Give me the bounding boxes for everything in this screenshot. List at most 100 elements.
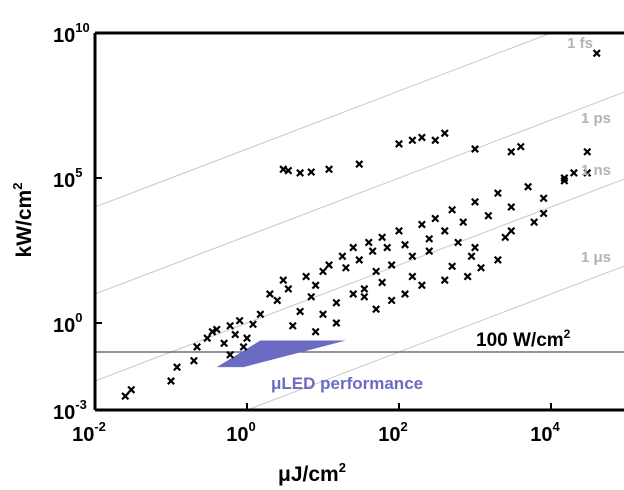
data-point	[539, 209, 548, 218]
data-point	[569, 168, 578, 177]
led-region-label: μLED performance	[271, 374, 423, 393]
data-point	[395, 226, 403, 235]
data-point	[387, 261, 396, 269]
data-point	[341, 263, 350, 272]
pulse-line	[95, 91, 624, 295]
data-point	[249, 320, 257, 329]
data-point	[431, 214, 440, 223]
x-axis-label-sup: 2	[339, 460, 346, 475]
x-tick-label: 104	[530, 419, 560, 446]
data-point	[401, 240, 409, 249]
x-tick-label: 100	[226, 419, 255, 446]
data-point	[243, 334, 251, 343]
data-point	[284, 284, 293, 293]
pulse-line-label: 1 ns	[581, 162, 611, 179]
data-point	[372, 305, 381, 314]
data-point	[203, 334, 212, 343]
data-point	[592, 49, 601, 58]
data-point	[417, 133, 426, 142]
data-point	[459, 218, 468, 227]
x-tick-base: 10	[226, 424, 248, 446]
reference-line-label-sup: 2	[564, 327, 571, 341]
y-tick-base: 10	[53, 170, 75, 192]
pulse-line-label: 1 fs	[567, 35, 593, 52]
y-tick-label: 10-3	[53, 397, 87, 424]
data-point	[307, 168, 316, 177]
y-axis-label-sup: 2	[10, 183, 25, 190]
data-point	[231, 330, 240, 339]
data-point	[226, 321, 235, 330]
data-point	[296, 307, 305, 316]
y-axis-label-text: kW/cm	[13, 190, 36, 258]
data-point	[383, 243, 392, 252]
data-point	[208, 327, 217, 336]
x-tick-base: 10	[530, 424, 552, 446]
data-point	[425, 234, 434, 243]
data-point	[355, 255, 364, 264]
data-point	[311, 281, 320, 290]
data-point	[302, 272, 311, 281]
data-point	[516, 142, 525, 151]
data-point	[296, 168, 305, 177]
y-tick-label: 1010	[53, 20, 90, 47]
y-tick-base: 10	[53, 25, 75, 47]
pulse-line	[95, 178, 624, 382]
data-point	[307, 292, 316, 301]
x-tick-label: 10-2	[72, 419, 106, 446]
data-point	[332, 298, 341, 307]
data-point	[265, 290, 274, 298]
y-tick-label: 100	[53, 310, 82, 337]
y-tick-exp: 0	[75, 310, 82, 325]
data-point	[273, 296, 282, 305]
data-point	[226, 350, 235, 359]
data-point	[493, 255, 502, 264]
data-point	[507, 226, 516, 235]
data-point	[319, 267, 327, 276]
data-point	[471, 243, 479, 252]
data-point	[431, 136, 440, 145]
data-point	[338, 252, 347, 261]
led-region-polygon	[216, 340, 346, 368]
data-point	[378, 233, 387, 242]
data-point	[507, 147, 516, 156]
data-point	[583, 168, 592, 177]
x-tick-label: 102	[378, 419, 407, 446]
y-tick-exp: -3	[75, 397, 87, 412]
y-tick-exp: 5	[75, 165, 82, 180]
y-tick-label: 105	[53, 165, 82, 192]
data-point	[454, 238, 463, 247]
reference-line-label-text: 100 W/cm	[476, 330, 564, 351]
data-point	[539, 194, 548, 203]
data-point	[319, 310, 327, 319]
data-point	[288, 321, 297, 330]
data-point	[220, 339, 229, 348]
data-point	[507, 203, 516, 211]
data-point	[212, 325, 221, 334]
data-point	[193, 342, 202, 351]
data-point	[524, 182, 533, 191]
axes-frame	[93, 31, 624, 412]
data-point	[448, 262, 457, 271]
data-point	[501, 233, 510, 242]
data-point	[530, 218, 539, 227]
x-tick-base: 10	[72, 424, 94, 446]
data-point	[127, 385, 136, 394]
data-point	[121, 392, 130, 401]
data-point	[425, 247, 434, 256]
pulse-line-label: 1 ps	[581, 110, 611, 127]
data-point	[349, 290, 358, 298]
data-point	[279, 165, 288, 174]
data-point	[408, 252, 417, 261]
pulse-line	[245, 265, 624, 410]
data-point	[387, 296, 396, 305]
data-point	[448, 205, 457, 214]
x-axis-ticks: 10-2 100 102 104	[72, 403, 561, 446]
y-tick-exp: 10	[75, 20, 89, 35]
x-tick-exp: 2	[401, 419, 408, 434]
data-point	[349, 243, 358, 252]
data-point	[467, 252, 476, 261]
x-axis-label: μJ/cm2	[278, 460, 346, 486]
data-point	[471, 145, 479, 153]
